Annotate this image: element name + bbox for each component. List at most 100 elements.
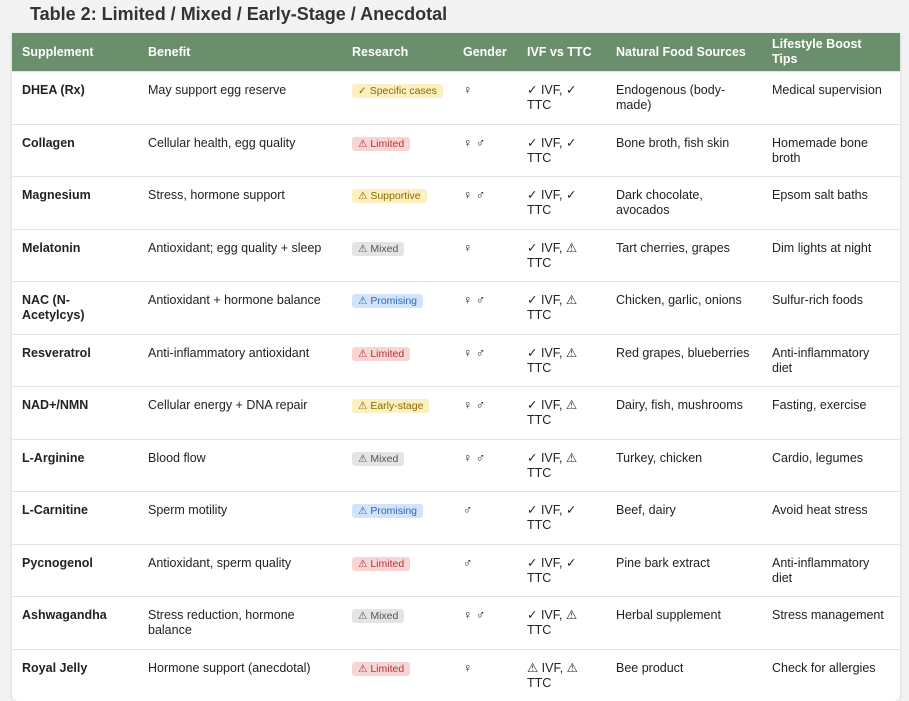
benefit-cell: Blood flow bbox=[138, 439, 342, 492]
research-badge: ⚠ Limited bbox=[352, 347, 410, 361]
gender-cell: ♀ ♂ bbox=[453, 124, 517, 177]
food-sources-cell: Chicken, garlic, onions bbox=[606, 282, 762, 335]
ivf-vs-ttc-cell: ✓ IVF, ✓ TTC bbox=[517, 177, 606, 230]
ivf-vs-ttc-cell: ✓ IVF, ✓ TTC bbox=[517, 72, 606, 125]
research-cell: ✓ Specific cases bbox=[342, 72, 453, 125]
lifestyle-tip-cell: Cardio, legumes bbox=[762, 439, 900, 492]
food-sources-cell: Dark chocolate, avocados bbox=[606, 177, 762, 230]
supplement-cell: Royal Jelly bbox=[12, 649, 138, 701]
ivf-vs-ttc-cell: ✓ IVF, ⚠ TTC bbox=[517, 334, 606, 387]
benefit-cell: Anti-inflammatory antioxidant bbox=[138, 334, 342, 387]
research-cell: ⚠ Limited bbox=[342, 649, 453, 701]
food-sources-cell: Beef, dairy bbox=[606, 492, 762, 545]
benefit-cell: Stress reduction, hormone balance bbox=[138, 597, 342, 650]
lifestyle-tip-cell: Anti-inflammatory diet bbox=[762, 334, 900, 387]
column-header: IVF vs TTC bbox=[517, 33, 606, 72]
research-cell: ⚠ Limited bbox=[342, 334, 453, 387]
research-badge: ⚠ Supportive bbox=[352, 189, 427, 203]
column-header: Lifestyle Boost Tips bbox=[762, 33, 900, 72]
ivf-vs-ttc-cell: ✓ IVF, ⚠ TTC bbox=[517, 439, 606, 492]
ivf-vs-ttc-cell: ✓ IVF, ✓ TTC bbox=[517, 492, 606, 545]
table-row: NAC (N-Acetylcys)Antioxidant + hormone b… bbox=[12, 282, 900, 335]
benefit-cell: Cellular health, egg quality bbox=[138, 124, 342, 177]
gender-cell: ♀ ♂ bbox=[453, 334, 517, 387]
benefit-cell: Antioxidant, sperm quality bbox=[138, 544, 342, 597]
gender-cell: ♀ ♂ bbox=[453, 439, 517, 492]
column-header: Natural Food Sources bbox=[606, 33, 762, 72]
supplement-cell: DHEA (Rx) bbox=[12, 72, 138, 125]
lifestyle-tip-cell: Avoid heat stress bbox=[762, 492, 900, 545]
lifestyle-tip-cell: Homemade bone broth bbox=[762, 124, 900, 177]
supplement-cell: NAD+/NMN bbox=[12, 387, 138, 440]
column-header: Benefit bbox=[138, 33, 342, 72]
gender-cell: ♀ ♂ bbox=[453, 282, 517, 335]
gender-cell: ♀ bbox=[453, 229, 517, 282]
lifestyle-tip-cell: Anti-inflammatory diet bbox=[762, 544, 900, 597]
research-cell: ⚠ Limited bbox=[342, 124, 453, 177]
research-cell: ⚠ Early-stage bbox=[342, 387, 453, 440]
food-sources-cell: Pine bark extract bbox=[606, 544, 762, 597]
research-badge: ⚠ Promising bbox=[352, 294, 423, 308]
research-badge: ⚠ Limited bbox=[352, 662, 410, 676]
benefit-cell: Sperm motility bbox=[138, 492, 342, 545]
research-cell: ⚠ Mixed bbox=[342, 229, 453, 282]
gender-cell: ♂ bbox=[453, 492, 517, 545]
gender-cell: ♀ bbox=[453, 72, 517, 125]
ivf-vs-ttc-cell: ⚠ IVF, ⚠ TTC bbox=[517, 649, 606, 701]
benefit-cell: Antioxidant + hormone balance bbox=[138, 282, 342, 335]
lifestyle-tip-cell: Epsom salt baths bbox=[762, 177, 900, 230]
research-badge: ⚠ Mixed bbox=[352, 609, 404, 623]
gender-cell: ♀ bbox=[453, 649, 517, 701]
research-badge: ⚠ Mixed bbox=[352, 452, 404, 466]
supplement-cell: Resveratrol bbox=[12, 334, 138, 387]
lifestyle-tip-cell: Stress management bbox=[762, 597, 900, 650]
food-sources-cell: Bee product bbox=[606, 649, 762, 701]
supplement-cell: Magnesium bbox=[12, 177, 138, 230]
table-body: DHEA (Rx)May support egg reserve✓ Specif… bbox=[12, 72, 900, 701]
lifestyle-tip-cell: Sulfur-rich foods bbox=[762, 282, 900, 335]
food-sources-cell: Tart cherries, grapes bbox=[606, 229, 762, 282]
supplement-cell: L-Carnitine bbox=[12, 492, 138, 545]
research-cell: ⚠ Promising bbox=[342, 282, 453, 335]
supplement-cell: NAC (N-Acetylcys) bbox=[12, 282, 138, 335]
food-sources-cell: Turkey, chicken bbox=[606, 439, 762, 492]
food-sources-cell: Bone broth, fish skin bbox=[606, 124, 762, 177]
table-row: DHEA (Rx)May support egg reserve✓ Specif… bbox=[12, 72, 900, 125]
supplement-cell: L-Arginine bbox=[12, 439, 138, 492]
ivf-vs-ttc-cell: ✓ IVF, ⚠ TTC bbox=[517, 229, 606, 282]
gender-cell: ♀ ♂ bbox=[453, 387, 517, 440]
benefit-cell: Hormone support (anecdotal) bbox=[138, 649, 342, 701]
research-badge: ⚠ Mixed bbox=[352, 242, 404, 256]
benefit-cell: Cellular energy + DNA repair bbox=[138, 387, 342, 440]
benefit-cell: May support egg reserve bbox=[138, 72, 342, 125]
research-badge: ⚠ Promising bbox=[352, 504, 423, 518]
supplement-cell: Collagen bbox=[12, 124, 138, 177]
supplement-cell: Pycnogenol bbox=[12, 544, 138, 597]
food-sources-cell: Red grapes, blueberries bbox=[606, 334, 762, 387]
ivf-vs-ttc-cell: ✓ IVF, ⚠ TTC bbox=[517, 597, 606, 650]
gender-cell: ♂ bbox=[453, 544, 517, 597]
table-title: Table 2: Limited / Mixed / Early-Stage /… bbox=[30, 4, 447, 25]
research-cell: ⚠ Supportive bbox=[342, 177, 453, 230]
research-cell: ⚠ Mixed bbox=[342, 597, 453, 650]
food-sources-cell: Endogenous (body-made) bbox=[606, 72, 762, 125]
food-sources-cell: Dairy, fish, mushrooms bbox=[606, 387, 762, 440]
supplement-cell: Ashwagandha bbox=[12, 597, 138, 650]
column-header: Supplement bbox=[12, 33, 138, 72]
research-badge: ⚠ Limited bbox=[352, 557, 410, 571]
lifestyle-tip-cell: Dim lights at night bbox=[762, 229, 900, 282]
ivf-vs-ttc-cell: ✓ IVF, ⚠ TTC bbox=[517, 282, 606, 335]
ivf-vs-ttc-cell: ✓ IVF, ✓ TTC bbox=[517, 124, 606, 177]
